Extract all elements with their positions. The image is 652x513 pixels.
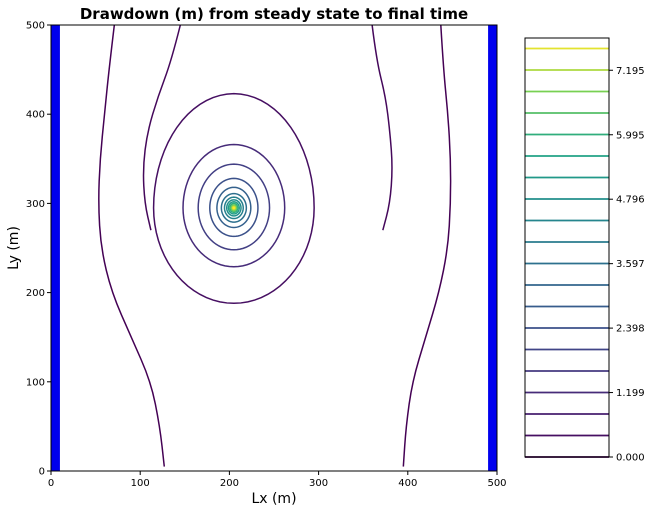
contour-closed-0 — [152, 92, 315, 305]
colorbar: 0.000 1.199 2.398 3.597 4.796 5.995 7.195 — [524, 37, 645, 464]
colorbar-tick-label: 2.398 — [616, 324, 645, 335]
contour-closed-9 — [229, 202, 239, 214]
x-axis-ticks: 0 100 200 300 400 500 — [48, 471, 507, 489]
colorbar-body — [525, 38, 609, 457]
contour-open-left-inner — [142, 25, 182, 231]
colorbar-frame — [524, 37, 610, 458]
contour-closed-11 — [231, 205, 237, 211]
y-tick-label: 500 — [26, 21, 45, 32]
y-axis-ticks: 0 100 200 300 400 500 — [26, 21, 51, 478]
x-tick-label: 400 — [398, 478, 417, 489]
contour-open-left-outer — [98, 25, 166, 467]
colorbar-tick-label: 1.199 — [616, 388, 645, 399]
y-tick-label: 0 — [39, 467, 45, 478]
colorbar-tick-label: 3.597 — [616, 259, 645, 270]
right-boundary — [488, 25, 497, 471]
colorbar-tick-label: 0.000 — [616, 453, 645, 464]
y-tick-label: 300 — [26, 199, 45, 210]
colorbar-ticks: 0.000 1.199 2.398 3.597 4.796 5.995 7.195 — [609, 66, 645, 464]
contour-closed-4 — [216, 186, 252, 229]
left-boundary — [51, 25, 60, 471]
contour-closed-10 — [230, 204, 238, 212]
colorbar-level-lines — [525, 47, 609, 458]
contour-lines — [98, 25, 452, 467]
colorbar-tick-label: 7.195 — [616, 66, 645, 77]
contour-closed-3 — [209, 177, 259, 238]
contour-closed-2 — [197, 163, 271, 251]
contour-peak — [232, 206, 236, 210]
contour-closed-1 — [182, 143, 286, 268]
y-tick-label: 400 — [26, 110, 45, 121]
x-tick-label: 100 — [131, 478, 150, 489]
contour-closed-7 — [225, 199, 242, 217]
contour-closed-8 — [227, 201, 240, 215]
x-tick-label: 500 — [487, 478, 506, 489]
y-axis-label: Ly (m) — [6, 226, 22, 270]
chart-title: Drawdown (m) from steady state to final … — [80, 5, 468, 23]
plot-frame — [50, 24, 498, 472]
contour-closed-5 — [220, 192, 248, 223]
colorbar-tick-label: 4.796 — [616, 195, 645, 206]
y-tick-label: 200 — [26, 288, 45, 299]
contour-closed-6 — [223, 196, 244, 220]
y-tick-label: 100 — [26, 377, 45, 388]
x-tick-label: 200 — [220, 478, 239, 489]
boundary-bands — [51, 25, 497, 471]
x-tick-label: 300 — [309, 478, 328, 489]
x-axis-label: Lx (m) — [251, 491, 296, 507]
contour-open-right-outer — [402, 25, 452, 467]
contour-open-right-inner — [371, 25, 393, 231]
plot-area: 0 100 200 300 400 500 0 100 200 300 400 500 — [26, 21, 507, 490]
x-tick-label: 0 — [48, 478, 54, 489]
colorbar-tick-label: 5.995 — [616, 130, 645, 141]
